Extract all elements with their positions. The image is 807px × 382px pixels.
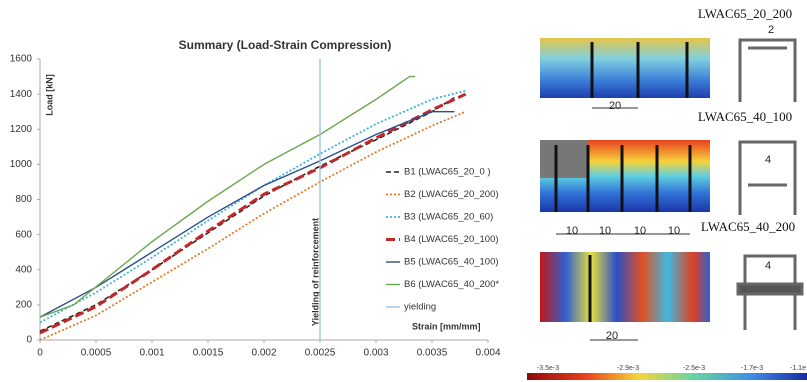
- y-tick-label: 400: [15, 264, 32, 275]
- y-tick-label: 200: [15, 300, 32, 311]
- series-line: [40, 77, 415, 318]
- x-axis-label: Strain [mm/mm]: [412, 321, 481, 331]
- colorbar-label: -2.5e-3: [683, 365, 705, 372]
- panel-label: LWAC65_40_200: [701, 219, 795, 234]
- legend-label: B2 (LWAC65_20_200): [404, 189, 499, 200]
- dimension: 20: [606, 330, 618, 342]
- legend-label: B6 (LWAC65_40_200*: [404, 279, 499, 290]
- legend-label: B5 (LWAC65_40_100): [404, 257, 499, 268]
- colorbar-label: -1.7e-3: [741, 365, 763, 372]
- cross-section: [740, 40, 795, 102]
- y-tick-label: 1600: [10, 54, 33, 65]
- x-tick-label: 0.0035: [417, 348, 448, 359]
- section-label: 2: [768, 24, 774, 36]
- strain-map: [540, 252, 710, 322]
- panel-label: LWAC65_20_200: [698, 6, 792, 21]
- photo-patch: [540, 140, 588, 178]
- dimension: 10: [599, 225, 611, 237]
- y-tick-label: 0: [26, 335, 32, 346]
- annotation: Yielding of reinforcement: [310, 218, 320, 326]
- y-tick-label: 1400: [10, 89, 33, 100]
- x-tick-label: 0.003: [363, 348, 388, 359]
- y-tick-label: 1200: [10, 124, 33, 135]
- x-tick-label: 0.002: [251, 348, 276, 359]
- dimension: 10: [668, 225, 680, 237]
- y-tick-label: 800: [15, 194, 32, 205]
- x-tick-label: 0.001: [139, 348, 164, 359]
- y-tick-label: 600: [15, 229, 32, 240]
- dimension: 20: [609, 100, 621, 112]
- colorbar: [527, 373, 807, 380]
- x-tick-label: 0: [37, 348, 43, 359]
- colorbar-label: -3.5e-3: [537, 365, 559, 372]
- dimension: 10: [634, 225, 646, 237]
- figure: Summary (Load-Strain Compression) Load […: [0, 0, 807, 382]
- x-tick-label: 0.0015: [193, 348, 224, 359]
- legend-label: B4 (LWAC65_20_100): [404, 234, 499, 245]
- legend-label: yielding: [404, 302, 436, 313]
- strain-panels: LWAC65_20_200 20 2 LWAC65_40_100 10 10 1…: [527, 6, 807, 380]
- chart: Summary (Load-Strain Compression) Load […: [10, 38, 501, 358]
- y-axis-label: Load [kN]: [44, 74, 54, 116]
- y-tick-label: 1000: [10, 159, 33, 170]
- chart-title: Summary (Load-Strain Compression): [179, 38, 392, 52]
- x-tick-label: 0.0005: [81, 348, 112, 359]
- colorbar-label: -1.1e: [790, 365, 806, 372]
- legend-label: B3 (LWAC65_20_60): [404, 212, 493, 223]
- legend-label: B1 (LWAC65_20_0 ): [404, 167, 491, 178]
- colorbar-label: -2.9e-3: [617, 365, 639, 372]
- strain-map: [540, 38, 710, 98]
- section-label: 4: [765, 154, 771, 166]
- dimension: 10: [566, 225, 578, 237]
- panel-label: LWAC65_40_100: [698, 109, 792, 124]
- x-tick-label: 0.004: [475, 348, 500, 359]
- section-label: 4: [765, 260, 771, 272]
- x-tick-label: 0.0025: [305, 348, 336, 359]
